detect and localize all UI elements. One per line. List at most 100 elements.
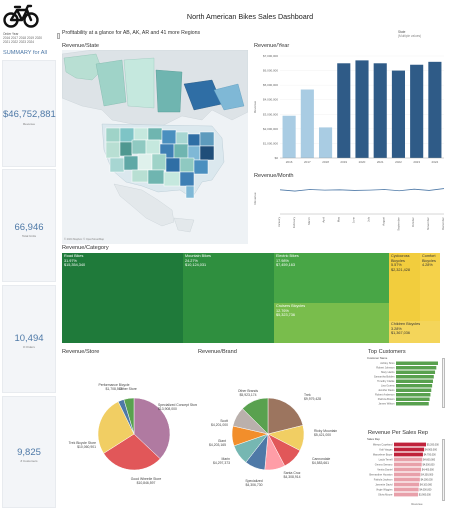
year-bar[interactable] (391, 70, 406, 158)
brand-pie-slice-label: Trek (304, 393, 311, 397)
year-option-2017[interactable]: 2017 (10, 36, 19, 40)
rep-bar[interactable] (394, 447, 425, 452)
rep-bar[interactable] (394, 442, 426, 447)
rep-bar[interactable] (394, 452, 423, 457)
store-pie-slice[interactable] (103, 433, 161, 471)
revenue-brand-pie[interactable]: Trek$9,979,428 Ricky Mountain$5,421,000 Ca… (196, 356, 366, 501)
revenue-store-pie[interactable]: Specialized Concept Store$13,908,000 Good… (62, 356, 197, 501)
treemap-cell-comfort-bicycles[interactable]: Comfort Bicycles 4.28% (420, 253, 440, 321)
rep-bar[interactable] (394, 472, 421, 477)
customer-bar[interactable] (396, 393, 431, 397)
rep-bar[interactable] (394, 467, 422, 472)
year-bar[interactable] (355, 60, 369, 158)
store-pie-slice[interactable] (97, 401, 135, 454)
revenue-state-map[interactable]: © 2024 Mapbox © OpenStreetMap (62, 50, 248, 244)
state-filter-value[interactable]: (Multiple values) (398, 34, 422, 38)
year-bar[interactable] (300, 89, 314, 158)
treemap-cell-children-bicycles[interactable]: Children Bicycles 3.28% $1,367,036 (389, 321, 440, 343)
year-option-2019[interactable]: 2019 (26, 36, 35, 40)
rep-bar[interactable] (394, 477, 420, 482)
customer-bar[interactable] (396, 366, 437, 370)
customer-bar[interactable] (396, 379, 433, 384)
treemap-label: Children Bicycles (391, 322, 421, 326)
store-pie-slice-value: $13,908,000 (158, 407, 177, 411)
revenue-year-chart[interactable]: $0 $1,000,000 $2,000,000 $3,000,000 $4,000,0… (252, 50, 448, 172)
year-ytick-label: $5,000,000 (263, 83, 278, 87)
customer-bar[interactable] (396, 370, 436, 375)
year-bar[interactable] (428, 61, 442, 159)
customer-bar[interactable] (396, 361, 438, 366)
year-ytick-label: $1,000,000 (263, 141, 278, 145)
customer-bar[interactable] (396, 375, 434, 379)
rep-bar[interactable] (394, 487, 419, 492)
revenue-month-chart[interactable]: Revenue January February March April May June J… (252, 180, 448, 240)
year-bar[interactable] (410, 64, 424, 158)
section-title-reps: Revenue Per Sales Rep (368, 430, 429, 436)
year-bar[interactable] (337, 63, 351, 158)
order-year-filter[interactable]: 2016 2017 2018 2019 2020 2021 2022 2023 … (3, 36, 56, 45)
bicycle-logo-icon (3, 4, 39, 28)
year-option-2023[interactable]: 2023 (18, 40, 27, 45)
brand-pie-slice-value: $9,979,428 (304, 397, 321, 401)
customer-bar[interactable] (396, 388, 432, 393)
treemap-cell-road-bikes[interactable]: Road Bikes 31.97% $15,354,340 (62, 253, 183, 343)
year-xtick-label: 2018 (322, 160, 329, 164)
year-option-2022[interactable]: 2022 (10, 40, 19, 45)
rep-bar[interactable] (394, 457, 423, 462)
rep-name: Jannette David (375, 482, 393, 486)
map-alaska[interactable] (63, 53, 103, 81)
rep-value-label: $4,700,000 (424, 453, 437, 456)
rep-value-label: $4,300,000 (421, 473, 434, 476)
year-ytick-label: $0 (275, 156, 279, 160)
year-option-2021[interactable]: 2021 (3, 40, 11, 45)
year-option-2024[interactable]: 2024 (26, 40, 35, 45)
year-xtick-label: 2020 (359, 160, 366, 164)
store-pie-slice[interactable] (123, 397, 135, 435)
year-option-2020[interactable]: 2020 (34, 36, 43, 40)
reps-scrollbar[interactable] (442, 439, 445, 501)
month-series-line[interactable] (279, 188, 445, 192)
treemap-cell-cruisers-bicycles[interactable]: Cruisers Bicycles 12.76% $5,323,736 (274, 303, 389, 343)
treemap-cell-electric-bikes[interactable]: Electric Bikes 17.98% $7,459,163 (274, 253, 389, 303)
kpi-customers-value: 9,825 (17, 447, 41, 458)
treemap-pct: 5.57% (391, 263, 402, 268)
rep-bar[interactable] (394, 482, 420, 487)
store-pie-slice-value: $10,846,597 (137, 481, 156, 485)
customers-scrollbar[interactable] (442, 358, 445, 408)
brand-pie-slice[interactable] (267, 397, 304, 435)
customer-bar[interactable] (396, 402, 429, 406)
year-bar[interactable] (282, 115, 296, 158)
state-filter-label: State (398, 30, 406, 34)
year-bar[interactable] (373, 63, 387, 158)
month-xtick-label: August (381, 217, 385, 226)
treemap-cell-cyclocross-bicycles[interactable]: Cyclocross Bicycles 5.57% $2,321,428 (389, 253, 420, 321)
section-title-store: Revenue/Store (62, 349, 100, 355)
year-xtick-label: 2021 (377, 160, 384, 164)
dashboard-subtitle: Profitability at a glance for AB, AK, AR… (62, 30, 201, 36)
reps-xlabel: Revenue (411, 502, 423, 506)
year-option-2018[interactable]: 2018 (18, 36, 27, 40)
brand-pie-slice[interactable] (242, 397, 269, 435)
rep-name: Fabiola Jackson (374, 477, 393, 481)
revenue-category-treemap[interactable]: Road Bikes 31.97% $15,354,340 Mountain B… (62, 253, 440, 343)
brand-pie-slice-label: Specialized (245, 479, 262, 483)
year-option-2016[interactable]: 2016 (3, 36, 11, 40)
rep-bar[interactable] (394, 462, 422, 467)
customer-bar[interactable] (396, 397, 430, 402)
brand-pie-slice-label: Ricky Mountain (314, 429, 337, 433)
treemap-cell-mountain-bikes[interactable]: Mountain Bikes 24.27% $10,124,031 (183, 253, 274, 343)
store-pie-slice-value: $1,708,504 (106, 387, 123, 391)
brand-pie-slice-label: Other Brands (238, 389, 258, 393)
treemap-pct: 31.97% (64, 258, 77, 263)
store-pie-slice-label: Performance Bicycle (98, 383, 129, 387)
year-bar[interactable] (318, 127, 333, 158)
rep-bar[interactable] (394, 492, 418, 497)
month-xtick-label: March (307, 217, 311, 225)
kpi-units-label: Total Units (21, 234, 36, 238)
filter-scrollbar[interactable] (57, 33, 60, 39)
customer-bar[interactable] (396, 384, 433, 388)
kpi-units-value: 66,946 (14, 222, 44, 233)
store-pie-slice[interactable] (133, 397, 171, 460)
